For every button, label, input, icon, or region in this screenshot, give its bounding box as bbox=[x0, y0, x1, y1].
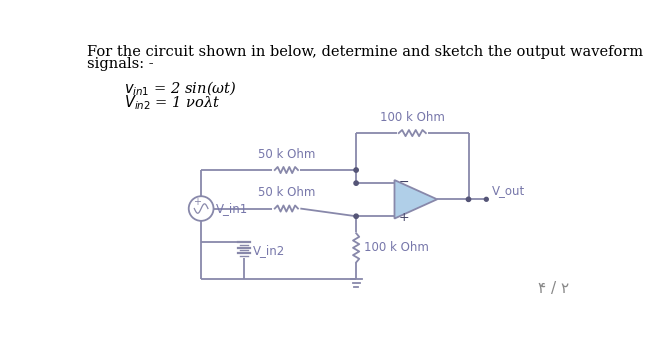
Text: 50 k Ohm: 50 k Ohm bbox=[258, 186, 315, 199]
Text: signals: -: signals: - bbox=[87, 57, 154, 71]
Text: 50 k Ohm: 50 k Ohm bbox=[258, 148, 315, 161]
Text: $v_{in1}$ = 2 sin(ωt): $v_{in1}$ = 2 sin(ωt) bbox=[124, 79, 237, 98]
Text: −: − bbox=[399, 176, 409, 189]
Text: V_in1: V_in1 bbox=[216, 202, 248, 215]
Circle shape bbox=[354, 214, 358, 218]
Text: 100 k Ohm: 100 k Ohm bbox=[364, 241, 429, 254]
Circle shape bbox=[354, 168, 358, 172]
Text: +: + bbox=[193, 197, 202, 207]
Text: +: + bbox=[399, 211, 409, 223]
Text: ۴ / ۲: ۴ / ۲ bbox=[538, 281, 569, 296]
Text: V_in2: V_in2 bbox=[253, 244, 285, 257]
Text: $V_{in2}$ = 1 νoλt: $V_{in2}$ = 1 νoλt bbox=[124, 93, 220, 112]
Polygon shape bbox=[395, 180, 437, 219]
Circle shape bbox=[354, 181, 358, 185]
Circle shape bbox=[485, 197, 488, 201]
Circle shape bbox=[467, 197, 470, 201]
Text: For the circuit shown in below, determine and sketch the output waveform for the: For the circuit shown in below, determin… bbox=[87, 44, 648, 59]
Text: V_out: V_out bbox=[492, 183, 525, 197]
Text: 100 k Ohm: 100 k Ohm bbox=[380, 111, 445, 124]
